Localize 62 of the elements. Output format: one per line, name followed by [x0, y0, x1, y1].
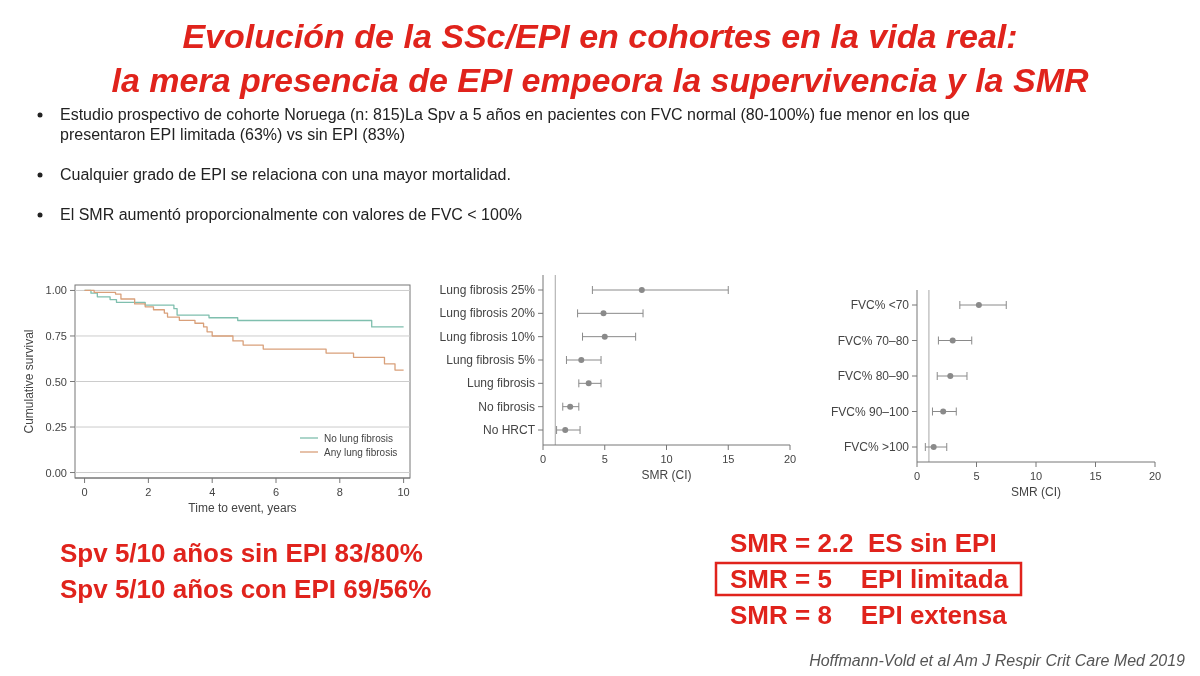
y-tick-label: 0.50: [45, 375, 67, 388]
y-tick-label: FVC% >100: [843, 440, 910, 454]
y-tick-label: FVC% 70–80: [837, 333, 910, 348]
y-tick-label: FVC% 90–100: [830, 404, 910, 419]
y-tick-label: No fibrosis: [478, 399, 535, 414]
x-axis-title: SMR (CI): [1011, 485, 1061, 499]
y-tick-label: 0.00: [45, 466, 67, 479]
y-tick-label: Lung fibrosis 5%: [446, 353, 536, 367]
legend-label: Any lung fibrosis: [324, 447, 398, 458]
x-tick-label: 6: [272, 486, 280, 498]
y-tick-label: Lung fibrosis: [466, 376, 535, 391]
point: [600, 310, 607, 317]
x-axis-title: SMR (CI): [641, 468, 692, 482]
point: [578, 357, 585, 363]
x-axis-title: Time to event, years: [188, 501, 297, 515]
point: [975, 302, 982, 308]
x-tick-label: 20: [1148, 470, 1162, 482]
text: SMR = 5 EPI limitada: [730, 564, 1009, 594]
text: Cualquier grado de EPI se relaciona con una mayor mortalidad.: [60, 166, 511, 183]
x-tick-label: 5: [601, 453, 608, 465]
x-tick-label: 15: [1089, 470, 1102, 482]
text: Hoffmann-Vold et al Am J Respir Crit Care Med 2019: [809, 652, 1186, 669]
x-tick-label: 0: [913, 470, 921, 482]
x-tick-label: 10: [397, 486, 410, 498]
point: [947, 373, 954, 379]
y-tick-label: No HRCT: [482, 423, 536, 437]
x-tick-label: 10: [1029, 470, 1043, 482]
x-tick-label: 4: [209, 486, 216, 498]
y-tick-label: FVC% 80–90: [837, 369, 910, 383]
text: Spv 5/10 años sin EPI 83/80%: [60, 538, 423, 568]
point: [585, 380, 592, 387]
y-tick-label: 0.75: [45, 329, 67, 342]
y-tick-label: Lung fibrosis 20%: [439, 306, 536, 321]
text: la mera presencia de EPI empeora la supervivencia y la SMR: [111, 61, 1089, 99]
text: Evolución de la SSc/EPI en cohortes en la vida real:: [182, 17, 1018, 55]
text: SMR = 8 EPI extensa: [730, 600, 1008, 630]
x-tick-label: 8: [336, 486, 343, 498]
point: [601, 333, 608, 340]
y-tick-label: 1.00: [45, 284, 67, 297]
x-tick-label: 15: [722, 453, 735, 465]
y-axis-title: Cumulative survival: [22, 329, 36, 434]
text: Spv 5/10 años con EPI 69/56%: [60, 574, 432, 604]
y-tick-label: Lung fibrosis 10%: [439, 329, 536, 344]
x-tick-label: 2: [145, 486, 152, 498]
legend-label: No lung fibrosis: [324, 433, 393, 444]
text: Estudio prospectivo de cohorte Noruega (n: 815)La Spv a 5 años en pacientes con FVC normal (80-100%) fue menor en los que presentaron EPI limitada (63%) vs sin EPI (83%): [60, 106, 970, 143]
text: El SMR aumentó proporcionalmente con valores de FVC < 100%: [60, 206, 523, 223]
point: [567, 403, 574, 410]
text: SMR = 2.2 ES sin EPI: [730, 528, 997, 558]
point: [949, 337, 956, 344]
x-tick-label: 20: [783, 453, 797, 465]
point: [638, 287, 645, 293]
y-tick-label: Lung fibrosis 25%: [439, 283, 536, 297]
point: [940, 408, 947, 415]
x-tick-label: 0: [539, 453, 547, 465]
y-tick-label: FVC% <70: [850, 298, 910, 312]
x-tick-label: 10: [660, 453, 673, 465]
point: [562, 427, 569, 433]
x-tick-label: 0: [81, 486, 88, 498]
y-tick-label: 0.25: [45, 421, 67, 434]
point: [930, 444, 937, 450]
x-tick-label: 5: [973, 470, 980, 482]
